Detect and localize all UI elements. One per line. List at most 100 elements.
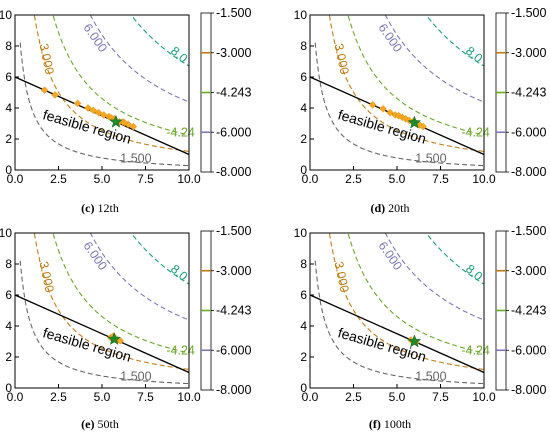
sample-point [51, 91, 59, 99]
y-tick-label: 10 [0, 8, 12, 22]
contour-label-4243: -4.24 [166, 344, 195, 358]
y-tick-label: 0 [300, 163, 307, 177]
sample-point [94, 108, 103, 117]
colorbar: -1.500 -3.000 -4.243 -6.000 -8.000 [495, 6, 546, 179]
colorbar: -1.500 -3.000 -4.243 -6.000 -8.000 [200, 224, 251, 397]
contour-1500 [19, 42, 189, 167]
x-tick-label: 2.5 [50, 172, 67, 186]
contour-label-4243: -4.24 [166, 126, 195, 140]
colorbar-tick-label: -4.243 [216, 304, 251, 318]
y-tick-label: 8 [300, 39, 307, 53]
sample-point [129, 122, 138, 131]
y-tick-label: 10 [294, 8, 308, 22]
sample-point [386, 108, 394, 117]
plot-area [310, 233, 484, 385]
caption-text: 50th [97, 417, 118, 431]
sample-point [73, 99, 82, 108]
x-tick-label: 7.5 [137, 390, 154, 404]
x-tick-label: 5.0 [94, 172, 111, 186]
y-tick-label: 2 [5, 350, 12, 364]
x-tick-label: 0.0 [7, 390, 24, 404]
contour-8000 [425, 233, 484, 285]
contour-label-3000: 3.000 [36, 42, 56, 76]
sample-point [89, 106, 98, 115]
y-tick-label: 4 [5, 319, 12, 333]
contour-label-6000: 6.000 [80, 239, 109, 273]
colorbar-tick-label: -6.000 [511, 125, 546, 139]
x-tick-label: 10.0 [472, 390, 496, 404]
x-tick-label: 5.0 [389, 172, 406, 186]
colorbar-tick-label: -3.000 [216, 46, 251, 60]
contour-label-4243: -4.24 [461, 344, 490, 358]
contour-6000 [384, 15, 484, 103]
contour-3000 [328, 233, 484, 370]
contour-4243 [347, 233, 484, 354]
panel-caption: (e) 50th [81, 417, 119, 431]
colorbar-tick-label: -4.243 [511, 304, 546, 318]
y-tick-label: 4 [300, 319, 307, 333]
contour-6000 [89, 15, 189, 103]
x-tick-label: 0.0 [302, 390, 319, 404]
colorbar-tick-label: -8.000 [216, 165, 251, 179]
contour-label-1500: 1.500 [415, 369, 446, 383]
x-tick-label: 2.5 [345, 390, 362, 404]
sample-point [368, 101, 377, 109]
contour-label-3000: 3.000 [36, 260, 56, 294]
y-tick-label: 8 [5, 257, 12, 271]
y-tick-label: 10 [0, 226, 12, 240]
y-tick-label: 4 [5, 101, 12, 115]
y-tick-label: 2 [300, 350, 307, 364]
caption-letter: (f) [369, 417, 384, 431]
x-tick-label: 5.0 [389, 390, 406, 404]
contour-8000 [425, 15, 484, 67]
y-tick-label: 6 [300, 288, 307, 302]
colorbar-tick-label: -1.500 [511, 224, 546, 238]
colorbar-tick-label: -4.243 [216, 86, 251, 100]
y-tick-label: 6 [300, 70, 307, 84]
colorbar-tick-label: -6.000 [216, 125, 251, 139]
colorbar: -1.500 -3.000 -4.243 -6.000 -8.000 [200, 6, 251, 179]
contour-label-8000: 8.0 [463, 262, 485, 284]
optimum-star [108, 114, 123, 128]
caption-text: 12th [97, 201, 118, 215]
x-tick-label: 10.0 [472, 172, 496, 186]
y-tick-label: 10 [294, 226, 308, 240]
y-tick-label: 0 [5, 381, 12, 395]
caption-text: 20th [388, 201, 409, 215]
panel-caption: (c) 12th [81, 201, 119, 215]
constraint-line [15, 294, 189, 374]
contour-label-6000: 6.000 [375, 21, 404, 55]
contour-label-4243: -4.24 [461, 126, 490, 140]
colorbar-tick-label: -8.000 [511, 165, 546, 179]
contour-label-6000: 6.000 [375, 239, 404, 273]
caption-letter: (c) [81, 201, 97, 215]
x-tick-label: 2.5 [345, 172, 362, 186]
colorbar-tick-label: -4.243 [511, 86, 546, 100]
panel-caption: (d) 20th [370, 201, 409, 215]
plot-area [15, 15, 189, 167]
contour-label-3000: 3.000 [331, 260, 351, 294]
contour-3000 [328, 15, 484, 152]
contour-8000 [130, 233, 189, 285]
colorbar-tick-label: -3.000 [216, 264, 251, 278]
contour-label-8000: 8.0 [168, 44, 190, 66]
x-tick-label: 10.0 [177, 390, 201, 404]
contour-label-6000: 6.000 [80, 21, 109, 55]
contour-1500 [19, 260, 189, 385]
y-tick-label: 0 [300, 381, 307, 395]
contour-3000 [33, 15, 189, 152]
y-tick-label: 2 [300, 132, 307, 146]
x-tick-label: 7.5 [432, 172, 449, 186]
x-tick-label: 7.5 [137, 172, 154, 186]
x-tick-label: 2.5 [50, 390, 67, 404]
y-tick-label: 8 [300, 257, 307, 271]
feasible-region-label: feasible region [336, 324, 428, 364]
y-tick-label: 2 [5, 132, 12, 146]
colorbar: -1.500 -3.000 -4.243 -6.000 -8.000 [495, 224, 546, 397]
contour-4243 [52, 15, 189, 136]
sample-point [120, 118, 129, 127]
contour-label-3000: 3.000 [331, 42, 351, 76]
colorbar-tick-label: -1.500 [216, 6, 251, 20]
constraint-line [310, 294, 484, 374]
